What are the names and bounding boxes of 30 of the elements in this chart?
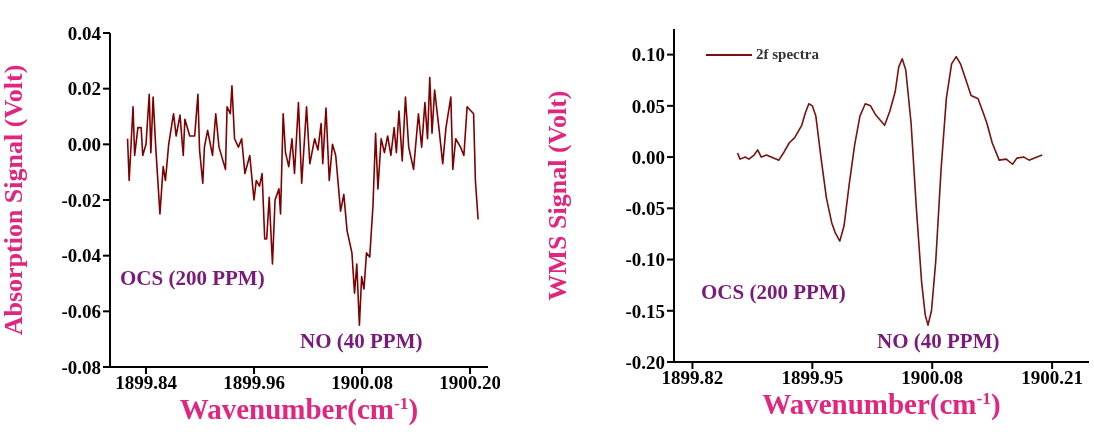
y-tick-label: -0.20 — [625, 351, 665, 373]
y-tick-label: -0.15 — [625, 300, 665, 322]
x-tick-label: 1899.95 — [781, 367, 844, 389]
y-tick-label: -0.06 — [61, 301, 101, 323]
y-tick-label: 0.02 — [67, 78, 101, 100]
annotation: NO (40 PPM) — [877, 329, 1000, 354]
y-tick-label: -0.10 — [625, 249, 665, 271]
x-tick-label: 1900.08 — [331, 372, 393, 394]
y-tick-label: 0.00 — [631, 146, 665, 168]
x-tick-label: 1900.20 — [439, 372, 501, 394]
y-tick-label: -0.08 — [61, 356, 101, 378]
y-tick-label: 0.10 — [631, 44, 665, 66]
x-tick-label: 1899.84 — [115, 372, 178, 394]
x-axis-title: Wavenumber(cm$^{-1}$) — [179, 393, 419, 426]
x-tick-label: 1900.08 — [901, 367, 964, 389]
y-tick-label: 0.00 — [67, 134, 101, 156]
y-tick-label: 0.04 — [67, 22, 102, 44]
x-axis-title: Wavenumber(cm$^{-1}$) — [762, 388, 1001, 421]
x-tick-label: 1899.96 — [223, 372, 285, 394]
y-tick-label: -0.05 — [625, 198, 665, 220]
y-tick-label: 0.05 — [631, 95, 665, 117]
annotation: NO (40 PPM) — [300, 329, 423, 354]
legend-label: 2f spectra — [756, 46, 819, 63]
x-tick-label: 1900.21 — [1021, 367, 1083, 389]
annotation: OCS (200 PPM) — [120, 266, 265, 291]
annotation: OCS (200 PPM) — [701, 280, 846, 305]
y-axis-title: WMS Signal (Volt) — [543, 90, 572, 301]
y-tick-label: -0.04 — [61, 245, 102, 267]
y-axis-title: Absorption Signal (Volt) — [0, 64, 28, 336]
y-tick-label: -0.02 — [61, 189, 101, 211]
